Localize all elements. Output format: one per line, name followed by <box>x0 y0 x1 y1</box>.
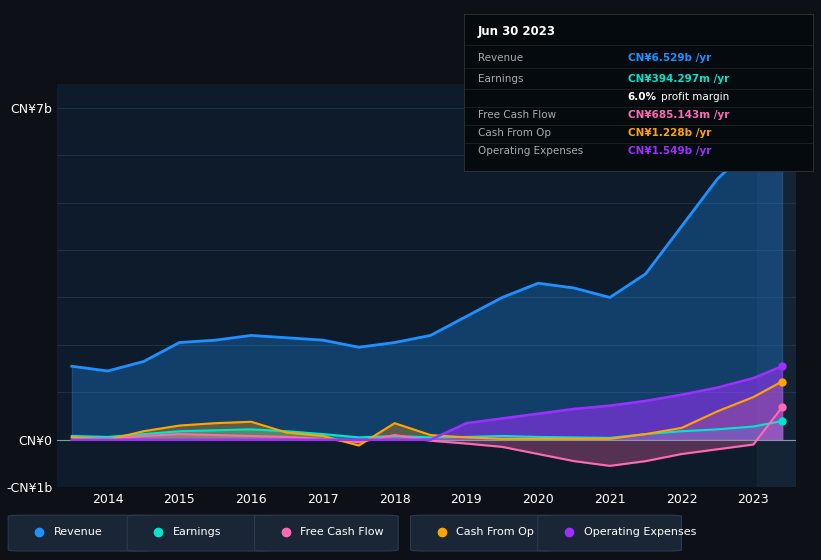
Text: CN¥394.297m /yr: CN¥394.297m /yr <box>628 73 729 83</box>
Text: Revenue: Revenue <box>54 527 103 537</box>
Text: CN¥685.143m /yr: CN¥685.143m /yr <box>628 110 729 120</box>
Text: Cash From Op: Cash From Op <box>478 128 551 138</box>
Text: Cash From Op: Cash From Op <box>456 527 534 537</box>
Text: Earnings: Earnings <box>478 73 523 83</box>
FancyBboxPatch shape <box>255 515 398 551</box>
Text: Revenue: Revenue <box>478 53 523 63</box>
Text: Operating Expenses: Operating Expenses <box>478 146 583 156</box>
Text: Operating Expenses: Operating Expenses <box>584 527 696 537</box>
FancyBboxPatch shape <box>410 515 554 551</box>
FancyBboxPatch shape <box>538 515 681 551</box>
Text: CN¥6.529b /yr: CN¥6.529b /yr <box>628 53 711 63</box>
Text: profit margin: profit margin <box>661 92 729 101</box>
Text: Free Cash Flow: Free Cash Flow <box>300 527 384 537</box>
Text: Free Cash Flow: Free Cash Flow <box>478 110 556 120</box>
FancyBboxPatch shape <box>127 515 271 551</box>
FancyBboxPatch shape <box>8 515 152 551</box>
Bar <box>757 84 796 487</box>
Text: 6.0%: 6.0% <box>628 92 657 101</box>
Text: CN¥1.549b /yr: CN¥1.549b /yr <box>628 146 711 156</box>
Text: Jun 30 2023: Jun 30 2023 <box>478 25 556 38</box>
Text: CN¥1.228b /yr: CN¥1.228b /yr <box>628 128 711 138</box>
Text: Earnings: Earnings <box>173 527 222 537</box>
